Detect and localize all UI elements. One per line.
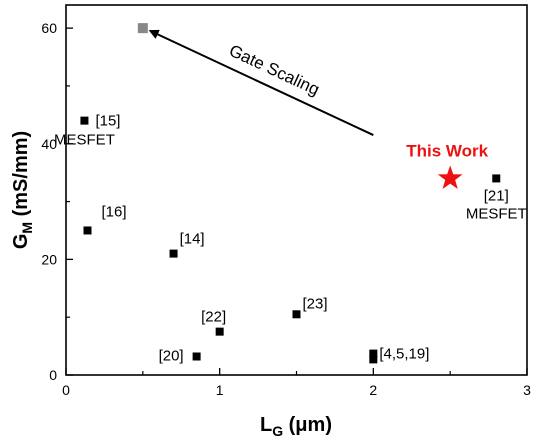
y-axis-title: GM (mS/mm) xyxy=(10,131,35,249)
y-tick-label: 60 xyxy=(41,20,57,36)
axis-tick-labels: 0 1 2 3 0 20 40 60 xyxy=(41,20,531,398)
point-label: [21] xyxy=(484,187,509,204)
gate-scaling-arrow xyxy=(148,29,374,136)
axis-ticks xyxy=(65,27,528,376)
point-label: [23] xyxy=(303,295,328,312)
this-work-star-marker xyxy=(437,165,463,189)
data-point-marker xyxy=(169,249,178,258)
data-point-marker xyxy=(83,226,92,235)
point-note-label: MESFET xyxy=(466,205,527,222)
point-label: [20] xyxy=(159,348,184,365)
y-tick-label: 40 xyxy=(41,136,57,152)
data-point-marker xyxy=(292,310,301,319)
data-point-marker xyxy=(369,349,378,358)
plot-frame xyxy=(65,4,528,376)
data-point-marker xyxy=(137,23,148,34)
x-tick-label: 2 xyxy=(369,382,377,398)
y-tick-label: 20 xyxy=(41,251,57,267)
data-point-marker xyxy=(492,174,501,183)
point-note-label: MESFET xyxy=(54,132,115,149)
data-points: [15] MESFET [16] [14] [22] [20] [23] [4,5,19] [2… xyxy=(54,23,527,365)
data-point-marker xyxy=(215,327,224,336)
point-label: [16] xyxy=(102,203,127,220)
data-point-marker xyxy=(80,116,89,125)
data-point-marker xyxy=(369,355,378,364)
data-point-marker xyxy=(192,352,201,361)
x-tick-label: 3 xyxy=(523,382,531,398)
gate-scaling-label: Gate Scaling xyxy=(226,41,322,99)
point-label: [22] xyxy=(201,309,226,326)
this-work-label: This Work xyxy=(406,141,488,160)
point-label: [15] xyxy=(95,113,120,130)
y-tick-label: 0 xyxy=(49,367,57,383)
x-axis-title: LG (μm) xyxy=(260,414,332,438)
annotations: Gate Scaling xyxy=(148,29,374,136)
x-tick-label: 1 xyxy=(216,382,224,398)
x-tick-label: 0 xyxy=(62,382,70,398)
point-label: [14] xyxy=(180,231,205,248)
point-label: [4,5,19] xyxy=(379,346,429,363)
